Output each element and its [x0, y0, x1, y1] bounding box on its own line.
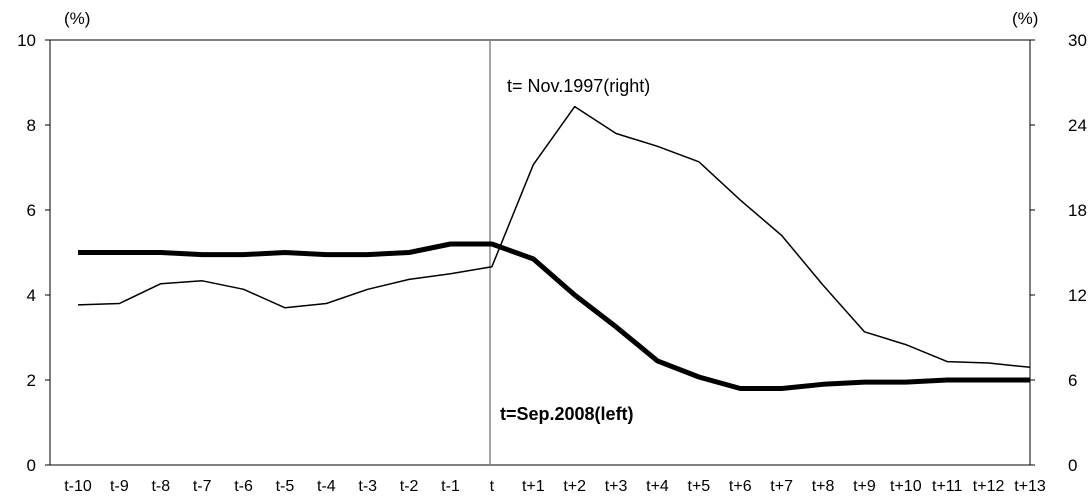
- x-tick-label: t-4: [317, 478, 336, 495]
- x-tick-label: t+2: [563, 478, 586, 495]
- x-tick-label: t+5: [688, 478, 711, 495]
- plot-frame: [49, 39, 1031, 466]
- series-line-sep2008: [78, 241, 1030, 391]
- series-label-nov1997: t= Nov.1997(right): [507, 76, 650, 96]
- x-tick-label: t: [490, 478, 495, 495]
- left-tick-label: 8: [27, 116, 36, 135]
- x-tick-label: t-5: [276, 478, 295, 495]
- x-tick-label: t+6: [729, 478, 752, 495]
- x-tick-label: t+7: [770, 478, 793, 495]
- right-tick-label: 24: [1068, 116, 1087, 135]
- right-tick-label: 0: [1068, 456, 1077, 475]
- left-tick-label: 2: [27, 371, 36, 390]
- left-tick-label: 6: [27, 201, 36, 220]
- x-tick-label: t+1: [522, 478, 545, 495]
- right-tick-label: 6: [1068, 371, 1077, 390]
- x-tick-label: t+8: [812, 478, 835, 495]
- x-tick-label: t+12: [973, 478, 1005, 495]
- left-axis-unit: (%): [64, 9, 90, 28]
- series-line-nov1997: [77, 105, 1031, 369]
- right-tick-label: 18: [1068, 201, 1087, 220]
- x-axis: t-10 t-9 t-8 t-7 t-6 t-5 t-4 t-3 t-2 t-1 t t+1 t+2 t+…: [64, 478, 1046, 495]
- left-tick-label: 0: [27, 456, 36, 475]
- left-tick-label: 10: [17, 31, 36, 50]
- series-layer: [77, 105, 1031, 391]
- left-tick-label: 4: [27, 286, 36, 305]
- x-tick-label: t-6: [234, 478, 253, 495]
- x-tick-label: t-9: [110, 478, 129, 495]
- x-tick-label: t+9: [853, 478, 876, 495]
- right-tick-label: 30: [1068, 31, 1087, 50]
- right-axis-unit: (%): [1012, 9, 1038, 28]
- right-axis: 0 6 12 18 24 30: [1030, 31, 1087, 475]
- x-tick-label: t-2: [400, 478, 419, 495]
- x-tick-label: t-3: [358, 478, 377, 495]
- left-axis: 0 2 4 6 8 10: [17, 31, 50, 475]
- x-tick-label: t+10: [890, 478, 922, 495]
- x-tick-label: t-10: [64, 478, 92, 495]
- x-tick-label: t+3: [605, 478, 628, 495]
- x-tick-label: t+4: [646, 478, 669, 495]
- x-tick-label: t-1: [441, 478, 460, 495]
- x-tick-label: t-7: [193, 478, 212, 495]
- x-tick-label: t+11: [932, 478, 963, 495]
- x-tick-label: t-8: [151, 478, 170, 495]
- x-tick-label: t+13: [1014, 478, 1046, 495]
- right-tick-label: 12: [1068, 286, 1087, 305]
- series-label-sep2008: t=Sep.2008(left): [500, 404, 634, 424]
